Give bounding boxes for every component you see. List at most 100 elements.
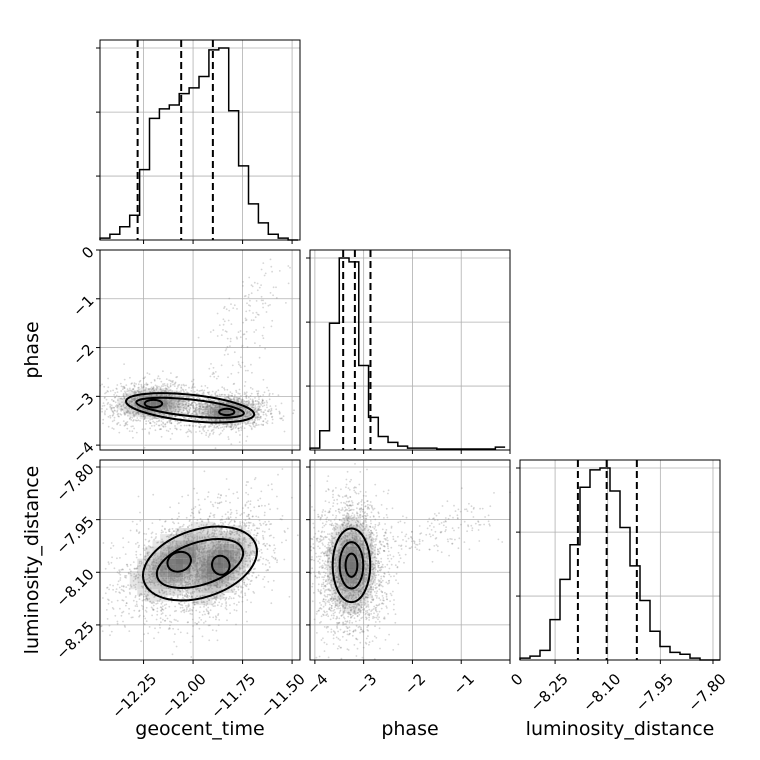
density-cell (330, 532, 335, 540)
sample-point (230, 511, 233, 514)
sample-point (239, 407, 242, 409)
sample-point (256, 289, 259, 292)
sample-point (177, 406, 180, 409)
density-cell (357, 524, 361, 533)
density-cell (353, 546, 358, 555)
sample-point (210, 419, 213, 422)
density-cell (184, 402, 190, 405)
density-cell (145, 409, 151, 412)
density-cell (183, 571, 191, 578)
density-cell (248, 410, 254, 413)
sample-point (135, 412, 137, 414)
sample-point (198, 425, 201, 428)
sample-point (262, 411, 264, 414)
sample-point (185, 409, 188, 412)
sample-point (123, 624, 126, 627)
sample-point (178, 515, 180, 518)
sample-point (168, 550, 170, 553)
sample-point (257, 516, 260, 518)
sample-point (233, 395, 236, 398)
sample-point (215, 426, 217, 429)
sample-point (266, 548, 269, 550)
density-cell (327, 554, 331, 562)
density-cell (334, 524, 339, 533)
sample-point (192, 401, 194, 404)
sample-point (179, 590, 182, 593)
sample-point (212, 329, 215, 332)
sample-point (170, 550, 173, 552)
sample-point (207, 391, 210, 394)
sample-point (127, 401, 130, 404)
sample-point (126, 409, 129, 412)
sample-point (241, 401, 244, 404)
sample-point (258, 418, 261, 421)
sample-point (293, 409, 295, 412)
sample-point (247, 493, 250, 496)
sample-point (246, 554, 248, 557)
sample-point (169, 590, 171, 593)
sample-point (162, 540, 164, 543)
sample-point (168, 420, 171, 422)
sample-point (257, 409, 260, 411)
density-cell (229, 549, 235, 556)
sample-point (237, 361, 240, 363)
sample-point (265, 311, 268, 313)
sample-point (143, 615, 145, 618)
sample-point (139, 553, 142, 556)
sample-point (134, 605, 137, 607)
density-cell (152, 595, 161, 602)
density-cell (195, 562, 202, 569)
sample-point (164, 423, 166, 426)
sample-point (210, 407, 213, 409)
density-cell (178, 409, 184, 412)
sample-point (127, 410, 130, 412)
sample-point (262, 302, 264, 305)
sample-point (257, 424, 260, 426)
density-cell (223, 549, 230, 556)
density-cell (200, 419, 205, 422)
sample-point (225, 495, 228, 497)
sample-point (149, 418, 152, 421)
sample-point (252, 421, 255, 424)
sample-point (138, 598, 141, 600)
sample-point (101, 405, 104, 407)
sample-point (134, 404, 137, 406)
sample-point (239, 399, 242, 401)
sample-point (225, 602, 228, 605)
sample-point (126, 411, 128, 414)
sample-point (229, 391, 232, 393)
density-cell (253, 410, 259, 413)
sample-point (263, 511, 266, 514)
density-cell (357, 576, 361, 584)
density-cell (167, 395, 173, 398)
sample-point (202, 413, 205, 416)
sample-point (129, 412, 132, 415)
sample-point (138, 610, 141, 613)
sample-point (279, 518, 282, 520)
samples-layer (99, 258, 511, 661)
sample-point (155, 394, 158, 397)
sample-point (203, 430, 206, 432)
sample-point (133, 384, 136, 386)
sample-point (211, 410, 214, 413)
sample-point (192, 383, 195, 385)
sample-point (241, 562, 244, 564)
sample-point (151, 387, 154, 390)
sample-point (241, 564, 244, 567)
density-cell (178, 404, 184, 408)
sample-point (160, 380, 163, 383)
sample-point (238, 427, 240, 429)
sample-point (215, 423, 217, 426)
sample-point (127, 541, 130, 543)
density-cell (238, 402, 244, 405)
sample-point (149, 422, 152, 424)
density-cell (368, 583, 373, 592)
sample-point (164, 401, 167, 404)
sample-point (197, 402, 200, 405)
sample-point (264, 272, 267, 275)
sample-point (160, 541, 163, 544)
sample-point (219, 595, 222, 597)
sample-point (143, 417, 146, 420)
sample-point (133, 402, 136, 405)
sample-point (243, 295, 246, 298)
